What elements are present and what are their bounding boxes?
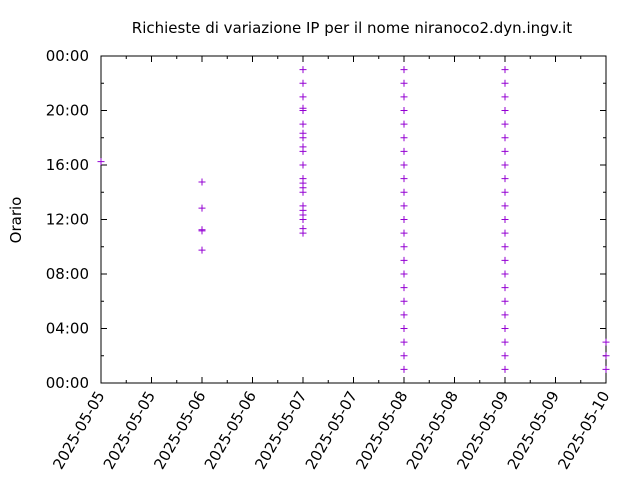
- y-tick-label: 04:00: [46, 320, 89, 338]
- data-point: [501, 134, 509, 142]
- data-point: [501, 107, 509, 114]
- x-tick-label: 2025-05-10: [554, 388, 613, 473]
- data-point: [299, 202, 307, 210]
- data-point: [501, 147, 509, 155]
- y-tick-label: 12:00: [46, 211, 89, 229]
- data-point: [501, 311, 509, 319]
- data-point: [501, 256, 509, 264]
- data-point: [501, 93, 509, 101]
- data-point: [400, 107, 408, 114]
- data-point: [299, 79, 307, 87]
- data-point: [400, 352, 408, 360]
- data-point: [400, 120, 408, 128]
- data-point: [299, 104, 307, 112]
- data-point: [198, 226, 206, 234]
- data-point: [400, 256, 408, 264]
- data-point: [400, 93, 408, 101]
- data-point: [299, 129, 307, 137]
- data-point: [400, 79, 408, 87]
- data-point: [501, 188, 509, 196]
- data-point: [400, 147, 408, 155]
- data-point: [501, 284, 509, 292]
- data-points: [97, 66, 610, 373]
- data-point: [602, 365, 610, 373]
- data-point: [400, 270, 408, 278]
- data-point: [400, 188, 408, 196]
- x-tick-label: 2025-05-08: [352, 388, 411, 473]
- y-tick-label: 20:00: [46, 102, 89, 120]
- data-point: [299, 175, 307, 183]
- x-tick-label: 2025-05-08: [403, 388, 462, 473]
- x-tick-label: 2025-05-05: [100, 388, 159, 473]
- plot-frame: [100, 55, 607, 384]
- data-point: [501, 325, 509, 332]
- data-point: [501, 229, 509, 237]
- x-tick-label: 2025-05-09: [504, 388, 563, 473]
- data-point: [501, 161, 509, 169]
- x-tick-label: 2025-05-05: [49, 388, 108, 473]
- data-point: [501, 79, 509, 87]
- chart-title: Richieste di variazione IP per il nome n…: [132, 19, 572, 37]
- data-point: [501, 352, 509, 360]
- data-point: [400, 311, 408, 319]
- x-tick-label: 2025-05-06: [150, 388, 209, 473]
- data-point: [400, 284, 408, 292]
- data-point: [501, 243, 509, 251]
- data-point: [501, 202, 509, 210]
- data-point: [299, 225, 307, 233]
- data-point: [400, 161, 408, 169]
- data-point: [299, 143, 307, 151]
- y-tick-label: 08:00: [46, 265, 89, 283]
- data-point: [501, 216, 509, 223]
- axis-ticks: [100, 55, 607, 384]
- data-point: [501, 66, 509, 74]
- data-point: [501, 270, 509, 278]
- y-tick-label: 00:00: [46, 374, 89, 392]
- data-point: [501, 365, 509, 373]
- data-point: [501, 175, 509, 183]
- data-point: [97, 158, 105, 166]
- data-point: [400, 297, 408, 305]
- x-tick-label: 2025-05-07: [251, 388, 310, 473]
- data-point: [400, 325, 408, 332]
- data-point: [198, 204, 206, 212]
- data-point: [400, 216, 408, 223]
- y-tick-label: 00:00: [46, 47, 89, 65]
- data-point: [400, 365, 408, 373]
- data-point: [400, 66, 408, 74]
- data-point: [602, 338, 610, 346]
- data-point: [400, 202, 408, 210]
- data-point: [400, 175, 408, 183]
- y-tick-labels: 00:00 04:00 08:00 12:00 16:00 20:00 00:00: [46, 47, 89, 392]
- data-point: [501, 120, 509, 128]
- y-tick-label: 16:00: [46, 156, 89, 174]
- data-point: [602, 352, 610, 360]
- data-point: [400, 229, 408, 237]
- data-point: [400, 134, 408, 142]
- data-point: [299, 66, 307, 74]
- x-tick-label: 2025-05-06: [201, 388, 260, 473]
- x-tick-labels: 2025-05-052025-05-052025-05-062025-05-06…: [49, 388, 613, 473]
- data-point: [400, 338, 408, 346]
- x-tick-label: 2025-05-07: [302, 388, 361, 473]
- data-point: [299, 161, 307, 169]
- data-point: [299, 120, 307, 128]
- data-point: [198, 178, 206, 186]
- data-point: [299, 93, 307, 101]
- data-point: [501, 338, 509, 346]
- data-point: [501, 297, 509, 305]
- x-tick-label: 2025-05-09: [453, 388, 512, 473]
- data-point: [400, 243, 408, 251]
- data-point: [198, 246, 206, 254]
- y-axis-label: Orario: [7, 197, 25, 244]
